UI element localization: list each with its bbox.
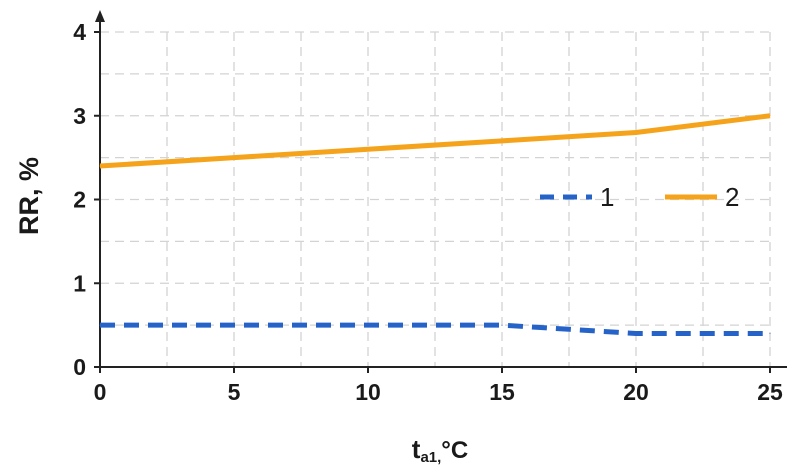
y-axis-arrow-icon [95, 10, 105, 22]
x-tick-label: 0 [94, 379, 107, 405]
y-tick-label: 1 [73, 270, 86, 296]
series-1-point [99, 324, 101, 326]
x-axis-label-unit: °C [441, 437, 468, 464]
series-2-point [367, 148, 369, 150]
y-ticks: 0 1 2 3 4 [73, 19, 100, 380]
series-1-point [501, 324, 503, 326]
x-tick-label: 25 [757, 379, 783, 405]
y-axis-label: RR, % [14, 157, 44, 235]
x-axis-label-main: t [412, 434, 421, 464]
series-2-point [501, 140, 503, 142]
y-axis-title: RR, % [14, 157, 44, 235]
y-tick-label: 3 [73, 103, 86, 129]
y-tick-label: 4 [73, 19, 86, 45]
x-tick-label: 15 [489, 379, 515, 405]
series-1-point [769, 333, 771, 334]
x-axis-title: ta1,°C [412, 434, 468, 465]
series-1-point [233, 324, 235, 326]
series-1-line [100, 322, 770, 336]
series-2-point [769, 115, 771, 117]
series-lines [99, 113, 771, 336]
x-ticks: 0 5 10 15 20 25 [94, 367, 783, 405]
x-tick-label: 10 [355, 379, 381, 405]
axes [95, 10, 787, 368]
series-2-point [233, 157, 235, 159]
x-axis-label: ta1,°C [412, 434, 468, 465]
series-2-point [99, 165, 101, 167]
series-1-point [367, 324, 369, 326]
legend: 1 2 [540, 182, 739, 212]
x-tick-label: 20 [623, 379, 649, 405]
x-tick-label: 5 [228, 379, 241, 405]
x-axis-label-sub: a1, [420, 449, 441, 465]
legend-label-series-1: 1 [600, 182, 614, 212]
series-1-point [635, 333, 637, 334]
y-tick-label: 0 [73, 354, 86, 380]
y-tick-label: 2 [73, 187, 86, 213]
legend-label-series-2: 2 [725, 182, 739, 212]
series-2-point [635, 132, 637, 133]
series-2-line [99, 113, 771, 169]
